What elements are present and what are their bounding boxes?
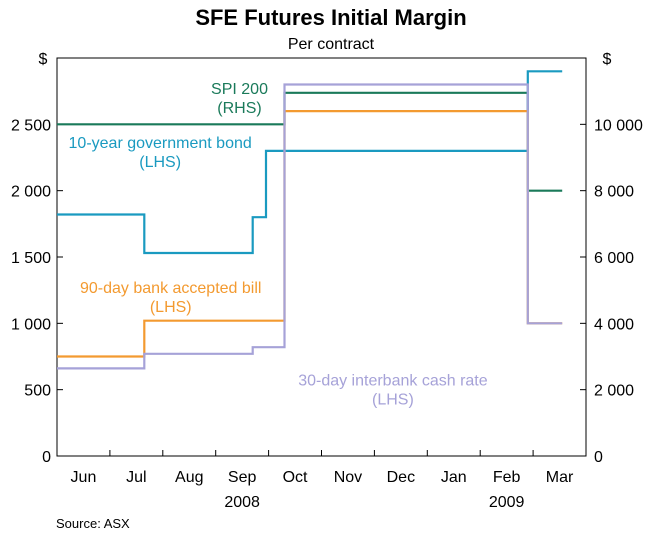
series-label-sub-spi-200: (RHS) <box>217 100 261 117</box>
right-axis-ticks: 0 2 000 4 000 6 000 8 000 10 000 <box>580 117 643 466</box>
series-label-10-year-government-bond: 10-year government bond <box>69 135 252 152</box>
x-month-label: Sep <box>228 469 257 486</box>
x-month-label: Oct <box>283 469 308 486</box>
left-axis-unit: $ <box>39 51 48 68</box>
right-tick-label: 8 000 <box>594 184 634 201</box>
source-note: Source: ASX <box>56 516 130 531</box>
x-month-label: Jan <box>441 469 467 486</box>
series-label-sub-90-day-bank-accepted-bill: (LHS) <box>150 299 192 316</box>
x-axis-ticks <box>109 450 534 456</box>
x-month-label: Dec <box>387 469 415 486</box>
x-month-label: Mar <box>546 469 574 486</box>
x-axis-labels: Jun Jul Aug Sep Oct Nov Dec Jan Feb Mar 2008 2009 <box>71 469 574 511</box>
right-tick-label: 4 000 <box>594 316 634 333</box>
plot-frame <box>56 57 587 457</box>
series-line-spi-200 <box>57 91 563 192</box>
x-year-label: 2009 <box>489 494 525 511</box>
left-axis-ticks: 0 500 1 000 1 500 2 000 2 500 <box>11 117 63 466</box>
series-lines <box>57 70 563 370</box>
x-month-label: Nov <box>334 469 362 486</box>
series-label-sub-10-year-government-bond: (LHS) <box>139 154 181 171</box>
series-label-sub-30-day-interbank-cash-rate: (LHS) <box>372 392 414 409</box>
series-label-30-day-interbank-cash-rate: 30-day interbank cash rate <box>298 373 488 390</box>
plot-border <box>56 57 587 457</box>
x-month-label: Jun <box>71 469 97 486</box>
left-tick-label: 0 <box>42 449 51 466</box>
series-line-10-year-government-bond <box>57 70 563 255</box>
series-label-spi-200: SPI 200 <box>211 81 268 98</box>
chart-title: SFE Futures Initial Margin <box>195 5 466 30</box>
series-line-30-day-interbank-cash-rate <box>57 83 563 370</box>
right-axis-unit: $ <box>603 51 612 68</box>
left-tick-label: 2 500 <box>11 117 51 134</box>
right-tick-label: 6 000 <box>594 250 634 267</box>
x-month-label: Jul <box>126 469 146 486</box>
left-tick-label: 500 <box>24 383 51 400</box>
series-labels: SPI 200 (RHS) 10-year government bond (LHS)… <box>69 81 488 409</box>
x-month-label: Feb <box>493 469 521 486</box>
series-label-90-day-bank-accepted-bill: 90-day bank accepted bill <box>80 280 261 297</box>
right-tick-label: 0 <box>594 449 603 466</box>
chart-subtitle: Per contract <box>288 36 375 53</box>
left-tick-label: 1 000 <box>11 316 51 333</box>
right-tick-label: 2 000 <box>594 383 634 400</box>
x-month-label: Aug <box>175 469 203 486</box>
left-tick-label: 2 000 <box>11 184 51 201</box>
left-tick-label: 1 500 <box>11 250 51 267</box>
right-tick-label: 10 000 <box>594 117 643 134</box>
x-year-label: 2008 <box>224 494 260 511</box>
